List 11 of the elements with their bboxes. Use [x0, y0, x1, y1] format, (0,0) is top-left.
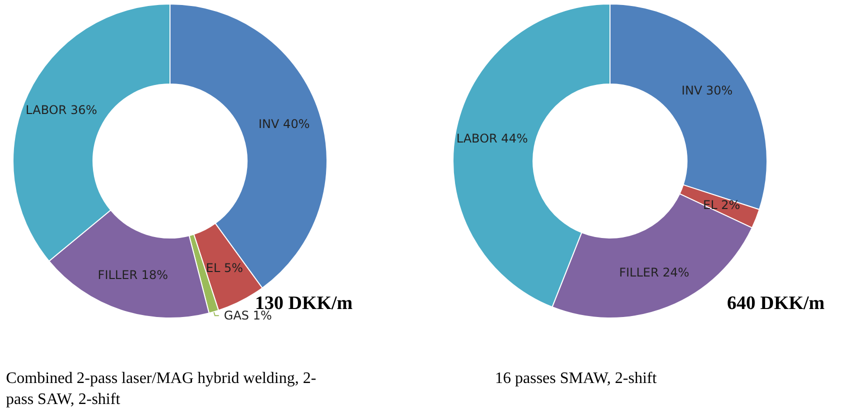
text: 16 passes SMAW, 2-shift: [495, 369, 658, 389]
slice-label: FILLER 18%: [98, 268, 168, 282]
slice-label: LABOR 44%: [456, 132, 528, 146]
slice-label: FILLER 24%: [619, 266, 690, 280]
slice-label: INV 30%: [681, 83, 733, 98]
slice-label: INV 40%: [258, 116, 310, 131]
text: Combined 2-pass laser/MAG hybrid welding, 2-pass SAW, 2-shift: [6, 369, 318, 410]
slice-label: EL 5%: [206, 260, 244, 275]
slice-label: EL 2%: [703, 198, 740, 212]
text: 640 DKK/m: [727, 293, 825, 315]
slice-label: LABOR 36%: [26, 102, 98, 117]
